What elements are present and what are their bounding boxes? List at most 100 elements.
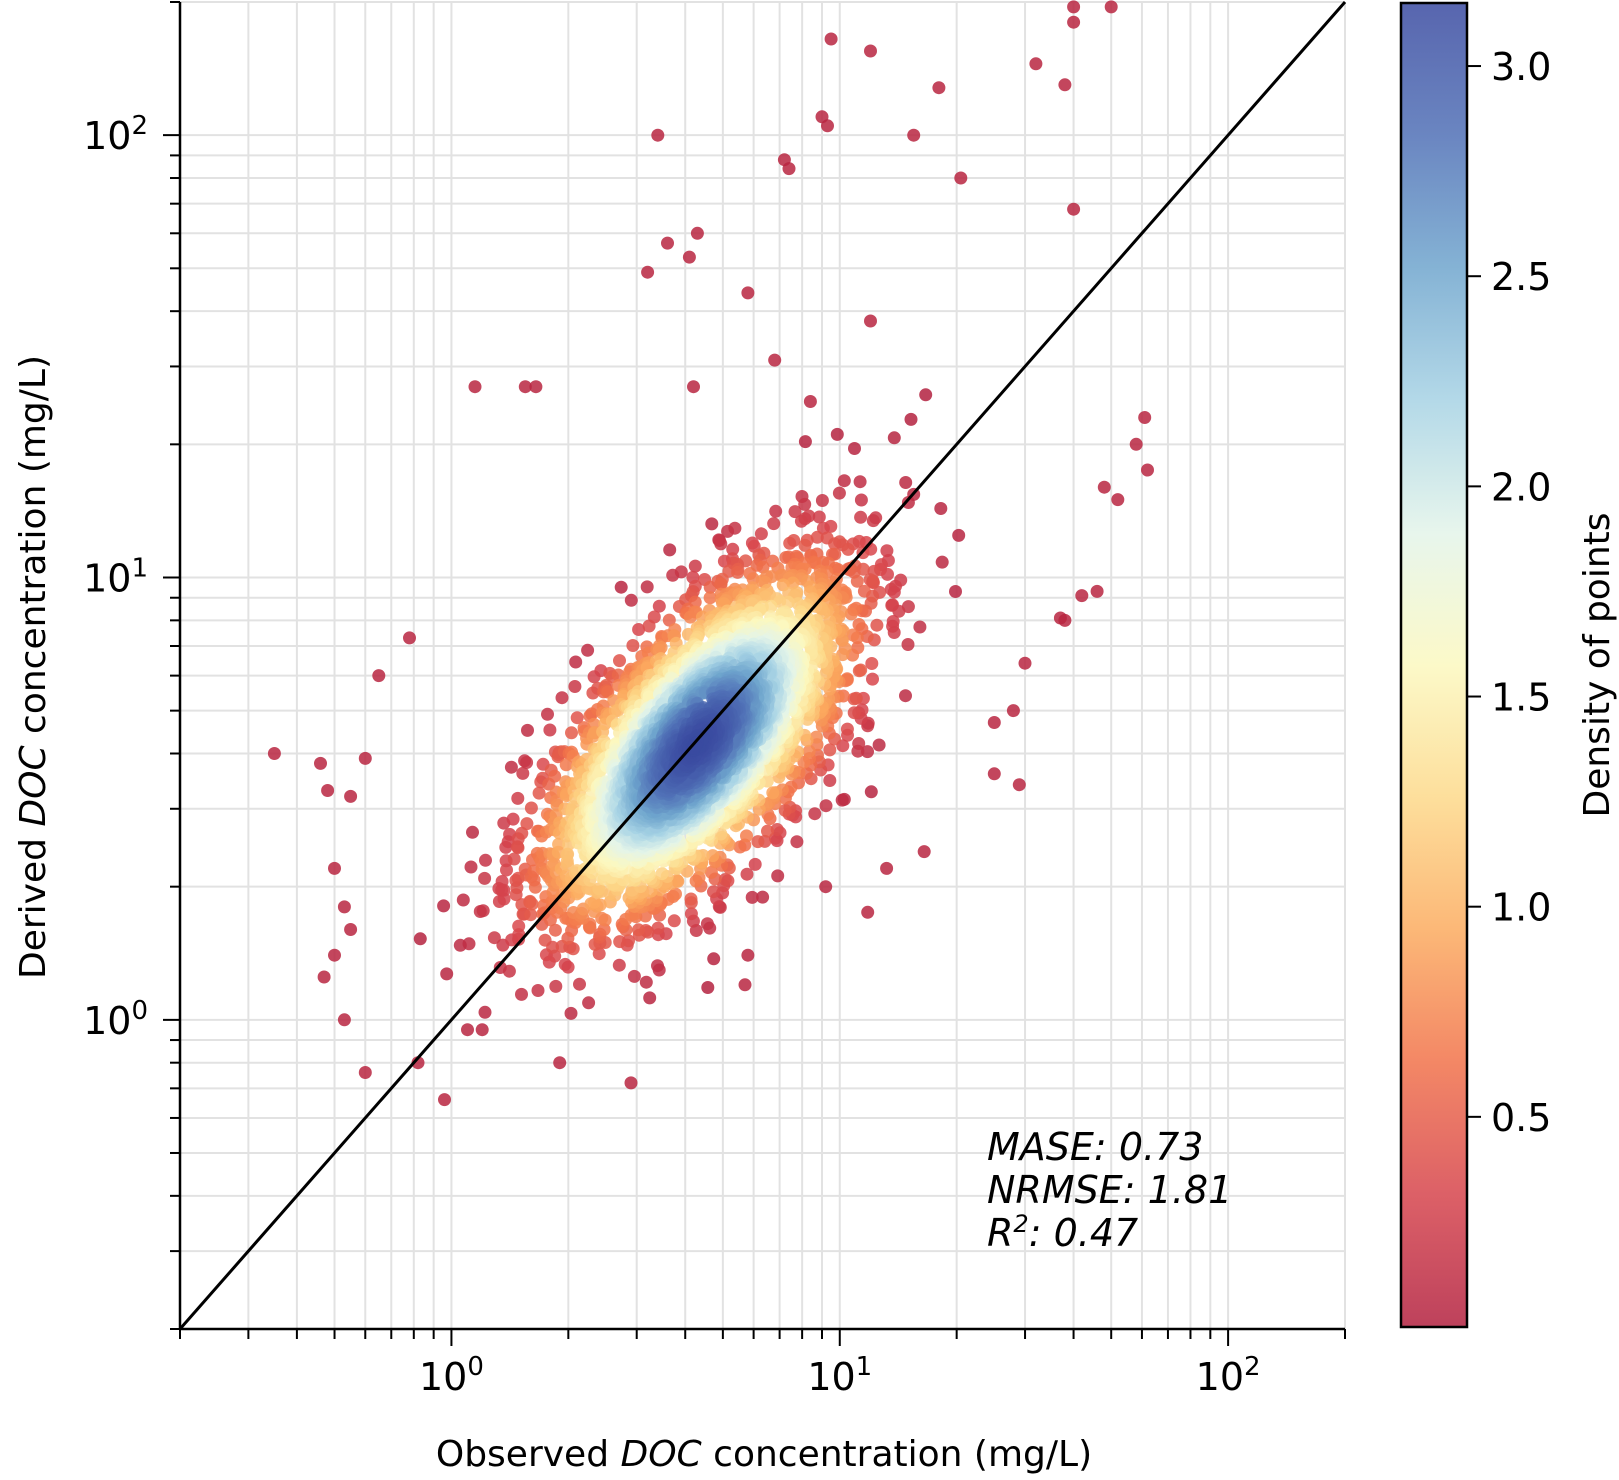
scatter-point: [683, 610, 697, 624]
y-axis-label: Derived DOC concentration (mg/L): [13, 355, 54, 979]
scatter-point: [344, 923, 358, 936]
scatter-point: [582, 996, 596, 1010]
scatter-point: [462, 937, 476, 951]
scatter-point: [1058, 613, 1072, 627]
scatter-point: [612, 958, 626, 972]
scatter-point: [819, 880, 833, 894]
scatter-point: [479, 853, 492, 867]
scatter-point: [321, 784, 335, 797]
scatter-point: [1058, 78, 1072, 92]
scatter-point: [704, 865, 718, 879]
scatter-point: [901, 638, 915, 651]
scatter-point: [1012, 778, 1026, 792]
scatter-point: [872, 738, 886, 752]
scatter-point: [819, 799, 833, 813]
scatter-point: [850, 574, 864, 588]
scatter-point: [808, 807, 822, 821]
scatter-point: [1075, 589, 1089, 603]
scatter-point: [745, 890, 759, 904]
colorbar-tick-label: 2.0: [1491, 465, 1551, 509]
scatter-point: [790, 835, 804, 849]
scatter-point: [718, 873, 732, 886]
scatter-point: [887, 431, 901, 445]
scatter-point: [541, 707, 554, 721]
scatter-point: [548, 923, 562, 937]
scatter-point: [516, 766, 530, 780]
scatter-point: [919, 388, 933, 402]
scatter-point: [1067, 0, 1081, 14]
scatter-point: [907, 128, 921, 142]
scatter-point: [880, 861, 894, 875]
scatter-point: [466, 825, 479, 839]
scatter-point: [651, 921, 665, 935]
scatter-point: [581, 643, 595, 657]
scatter-point: [614, 580, 628, 594]
scatter-point: [865, 657, 879, 670]
scatter-point: [538, 933, 552, 947]
scatter-point: [337, 1013, 351, 1027]
scatter-point: [770, 823, 784, 836]
scatter-point: [478, 871, 492, 885]
scatter-point: [587, 895, 601, 909]
scatter-point: [740, 867, 754, 881]
scatter-point: [864, 314, 877, 328]
scatter-point: [531, 984, 545, 997]
scatter-point: [561, 847, 575, 861]
scatter-point: [866, 514, 880, 528]
scatter-point: [740, 829, 753, 843]
scatter-point: [788, 505, 802, 519]
scatter-point: [707, 952, 721, 966]
scatter-point: [706, 849, 720, 863]
scatter-point: [506, 812, 520, 826]
scatter-point: [515, 987, 528, 1001]
scatter-point: [714, 577, 728, 591]
scatter-point: [819, 666, 833, 680]
scatter-point: [707, 885, 720, 899]
scatter-point: [613, 935, 627, 949]
scatter-points: [267, 0, 1154, 1107]
x-tick-label: 102: [1196, 1352, 1261, 1399]
scatter-point: [932, 81, 946, 95]
scatter-point: [840, 722, 854, 736]
scatter-point: [857, 584, 871, 598]
x-tick-label: 101: [807, 1352, 872, 1399]
scatter-point: [662, 613, 676, 627]
scatter-point: [1006, 704, 1020, 718]
scatter-point: [655, 867, 669, 881]
scatter-point: [632, 923, 645, 937]
scatter-point: [613, 654, 626, 668]
stat-nrmse: NRMSE: 1.81: [987, 1168, 1232, 1212]
scatter-point: [847, 706, 861, 720]
scatter-point: [848, 442, 861, 455]
scatter-point: [690, 226, 704, 240]
scatter-point: [520, 756, 534, 769]
scatter-point: [564, 1006, 578, 1020]
scatter-point: [844, 607, 858, 621]
scatter-point: [651, 959, 664, 973]
scatter-point: [852, 618, 866, 631]
scatter-point: [1138, 411, 1152, 424]
scatter-point: [934, 502, 948, 515]
scatter-point: [847, 692, 861, 706]
colorbar-tick-label: 2.5: [1491, 255, 1551, 299]
scatter-point: [624, 1076, 638, 1090]
scatter-point: [520, 817, 534, 831]
scatter-point: [828, 537, 842, 551]
scatter-point: [949, 585, 962, 598]
scatter-point: [440, 967, 454, 981]
scatter-point: [627, 969, 641, 983]
scatter-point: [507, 852, 521, 866]
scatter-point: [821, 119, 834, 133]
x-axis-label: Observed DOC concentration (mg/L): [436, 1434, 1092, 1475]
scatter-point: [592, 882, 606, 896]
scatter-point: [403, 631, 416, 645]
scatter-point: [437, 899, 451, 913]
scatter-point: [521, 723, 534, 737]
scatter-point: [987, 767, 1001, 781]
scatter-point: [684, 892, 698, 906]
scatter-point: [794, 514, 808, 528]
scatter-point: [626, 639, 640, 652]
scatter-point: [464, 860, 478, 874]
scatter-point: [640, 580, 654, 594]
scatter-point: [798, 538, 812, 552]
